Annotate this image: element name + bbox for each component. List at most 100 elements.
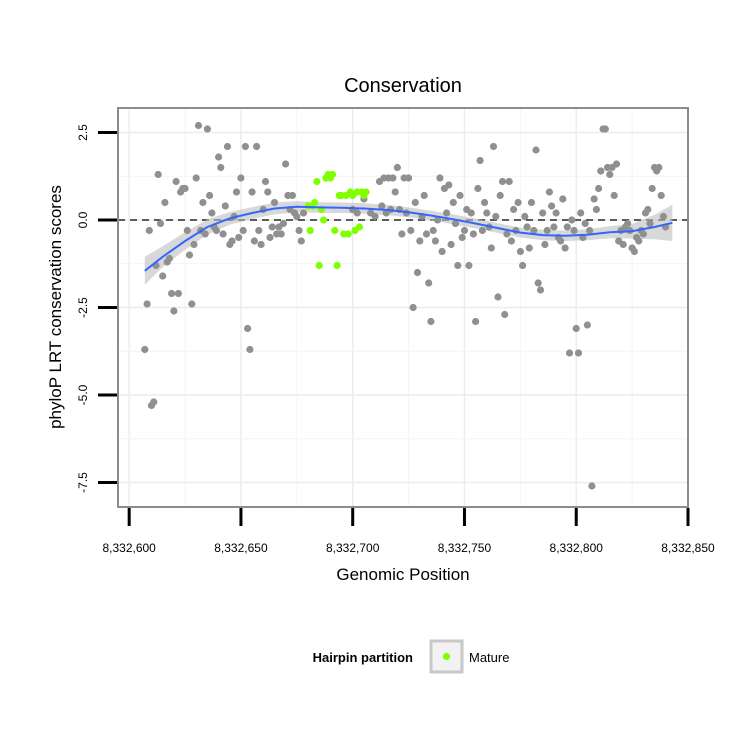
data-point: [266, 233, 274, 242]
data-point: [483, 209, 491, 217]
data-point: [246, 345, 254, 354]
data-point: [489, 142, 498, 151]
data-point: [165, 254, 173, 263]
data-point: [516, 247, 525, 256]
data-point: [606, 170, 614, 179]
data-point: [494, 293, 502, 301]
data-point: [145, 226, 153, 235]
data-point: [552, 209, 560, 217]
data-point: [451, 219, 460, 228]
data-point: [237, 174, 245, 182]
data-point: [474, 184, 482, 193]
data-point: [299, 209, 308, 217]
data-point: [572, 324, 580, 333]
data-point: [143, 300, 151, 308]
legend-label-mature: Mature: [469, 650, 509, 665]
legend-title: Hairpin partition: [313, 650, 413, 665]
data-point-mature: [333, 261, 341, 270]
data-point: [154, 170, 162, 179]
data-point: [472, 317, 480, 326]
data-point: [545, 188, 554, 196]
data-point: [501, 310, 509, 319]
data-point: [597, 167, 605, 175]
data-point: [425, 279, 433, 287]
data-point: [635, 237, 643, 245]
data-point: [612, 160, 621, 168]
data-point: [212, 226, 220, 235]
data-point: [583, 321, 592, 329]
data-point-mature: [311, 198, 319, 207]
data-point: [170, 307, 178, 315]
data-point: [574, 349, 583, 357]
x-tick-label: 8,332,700: [326, 541, 380, 555]
data-point: [183, 226, 191, 235]
plot-border: [117, 107, 689, 508]
data-points: [141, 121, 670, 490]
data-point: [215, 153, 223, 161]
data-point: [185, 251, 194, 259]
data-point: [206, 191, 214, 200]
data-point: [438, 247, 446, 256]
x-tick-label: 8,332,600: [102, 541, 156, 555]
data-point: [456, 191, 464, 200]
data-point: [150, 398, 158, 406]
data-point: [295, 226, 303, 235]
data-point: [255, 226, 263, 235]
data-point: [565, 349, 574, 357]
data-point: [458, 233, 466, 242]
y-tick-label: -5.0: [76, 384, 90, 405]
data-point: [279, 219, 287, 228]
data-point: [503, 230, 511, 238]
data-point: [592, 205, 601, 214]
data-point: [168, 289, 176, 298]
data-point: [590, 195, 598, 203]
data-point: [586, 226, 594, 235]
data-point: [405, 174, 413, 182]
data-point: [241, 142, 249, 151]
data-point: [297, 237, 305, 245]
legend: Hairpin partition Mature: [313, 639, 509, 674]
data-point: [541, 240, 549, 249]
data-point-mature: [306, 226, 314, 235]
data-point: [293, 212, 301, 221]
data-point: [436, 174, 444, 182]
data-point: [268, 223, 276, 231]
y-axis: 2.5 0.0 -2.5 -5.0 -7.5: [76, 124, 117, 493]
data-point: [498, 177, 507, 186]
data-point: [264, 188, 272, 196]
data-point-mature: [320, 216, 328, 224]
data-point: [228, 237, 236, 245]
data-point: [655, 163, 663, 172]
data-point: [217, 163, 225, 172]
data-point: [232, 188, 241, 196]
data-point: [543, 226, 551, 235]
data-point: [447, 240, 455, 249]
smooth-line: [144, 205, 673, 272]
y-tick-label: 0.0: [76, 211, 90, 228]
data-point: [257, 240, 265, 249]
data-point: [481, 198, 489, 207]
data-point: [639, 230, 647, 238]
data-point-mature: [331, 226, 339, 235]
legend-key-mature-swatch: [442, 652, 451, 661]
data-point: [253, 142, 261, 151]
data-point: [595, 184, 603, 193]
data-point: [277, 230, 285, 238]
data-point: [507, 237, 515, 245]
data-point: [420, 191, 428, 200]
data-point: [141, 345, 149, 354]
data-point: [550, 223, 558, 231]
data-point: [467, 209, 475, 217]
x-axis: 8,332,600 8,332,650 8,332,700 8,332,750 8,33…: [102, 508, 715, 555]
data-point: [270, 198, 279, 207]
data-point: [429, 226, 437, 235]
data-point: [219, 230, 227, 238]
plot-area: [117, 107, 689, 508]
data-point: [523, 223, 531, 231]
data-point: [536, 286, 545, 294]
data-point: [532, 146, 540, 154]
data-point: [476, 156, 484, 165]
data-point: [422, 230, 431, 238]
data-point: [548, 202, 556, 210]
